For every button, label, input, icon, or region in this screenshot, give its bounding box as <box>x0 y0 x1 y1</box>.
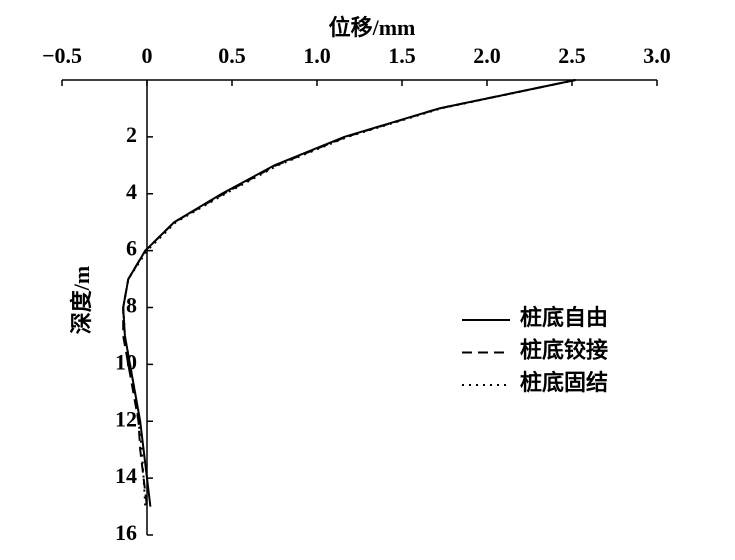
y-tick-label: 16 <box>115 520 137 545</box>
x-tick-label: 1.0 <box>303 43 331 68</box>
y-tick-label: 4 <box>126 179 137 204</box>
series-line <box>122 79 576 507</box>
y-tick-label: 8 <box>126 293 137 318</box>
x-tick-label: 0 <box>142 43 153 68</box>
legend-label: 桩底自由 <box>520 305 608 330</box>
y-tick-label: 2 <box>126 122 137 147</box>
x-tick-label: 0.5 <box>218 43 246 68</box>
x-tick-label: 2.0 <box>473 43 501 68</box>
y-axis-title: 深度/m <box>69 266 94 334</box>
y-tick-label: 12 <box>115 406 137 431</box>
y-tick-label: 14 <box>115 463 137 488</box>
x-tick-label: 3.0 <box>643 43 671 68</box>
legend-label: 桩底铰接 <box>520 338 608 363</box>
x-axis-title: 位移/mm <box>329 15 416 40</box>
series-line <box>122 79 576 507</box>
series-line <box>122 79 576 507</box>
y-tick-label: 6 <box>126 236 137 261</box>
x-tick-label: 1.5 <box>388 43 416 68</box>
legend-label: 桩底固结 <box>520 370 608 395</box>
x-tick-label: −0.5 <box>42 43 82 68</box>
x-tick-label: 2.5 <box>558 43 586 68</box>
